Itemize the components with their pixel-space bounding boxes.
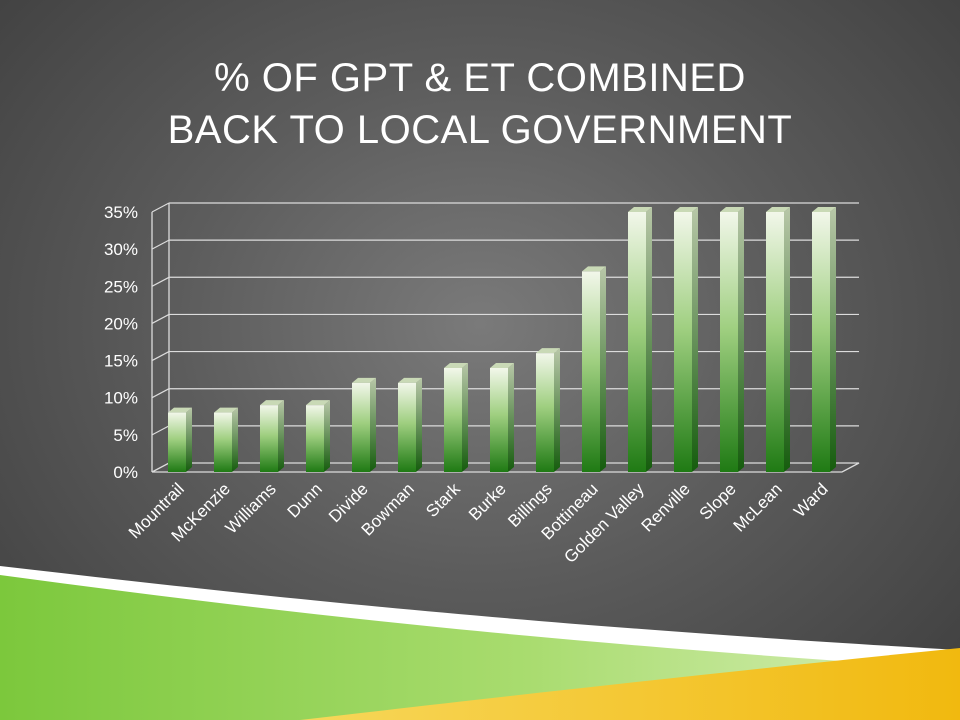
bar-top: [674, 207, 698, 212]
bar-top: [490, 363, 514, 368]
bar: [168, 407, 192, 472]
bar-front: [214, 412, 232, 472]
gridline-depth: [151, 202, 170, 213]
gridline-depth: [151, 313, 170, 324]
y-tick-label: 15%: [104, 352, 138, 371]
y-tick-label: 30%: [104, 240, 138, 259]
bar-side: [416, 377, 422, 472]
bar-side: [370, 377, 376, 472]
chart-floor: [151, 462, 860, 473]
bar-front: [352, 382, 370, 472]
bar-front: [306, 405, 324, 472]
bar-front: [720, 212, 738, 472]
bars-layer: [168, 207, 836, 472]
bar-top: [398, 377, 422, 383]
bar: [352, 377, 376, 472]
bar: [260, 400, 284, 472]
bar-front: [582, 271, 600, 472]
gridline-depth: [151, 351, 170, 362]
bar: [582, 266, 606, 472]
bar-front: [398, 382, 416, 472]
bar-front: [490, 368, 508, 472]
bar-side: [738, 207, 744, 472]
bar: [628, 207, 652, 472]
slide-title: % of GPT & ET Combined Back to Local Gov…: [0, 52, 960, 156]
bar-side: [232, 407, 238, 472]
bar-top: [306, 400, 330, 406]
bar-side: [508, 363, 514, 472]
bar-front: [536, 353, 554, 472]
bar-front: [168, 412, 186, 472]
bar: [766, 207, 790, 472]
bar-front: [766, 212, 784, 472]
y-tick-label: 0%: [113, 463, 138, 482]
y-tick-labels: 0% 5% 10% 15% 20% 25% 30% 35%: [104, 203, 138, 482]
bar-top: [720, 207, 744, 212]
bar: [444, 363, 468, 472]
y-tick-label: 20%: [104, 314, 138, 333]
bar-top: [352, 377, 376, 383]
bar-front: [260, 405, 278, 472]
bar-side: [462, 363, 468, 472]
gridline-depth: [151, 276, 170, 287]
bar-top: [582, 266, 606, 272]
bar-side: [554, 348, 560, 472]
y-tick-label: 10%: [104, 389, 138, 408]
bar: [490, 363, 514, 472]
bar: [398, 377, 422, 472]
y-tick-label: 25%: [104, 277, 138, 296]
bar: [720, 207, 744, 472]
bar-side: [784, 207, 790, 472]
bar: [214, 407, 238, 472]
bar-top: [214, 407, 238, 413]
bar-side: [186, 407, 192, 472]
bar-front: [444, 368, 462, 472]
title-line-2: Back to Local Government: [167, 108, 793, 152]
bar-top: [168, 407, 192, 413]
bar-side: [600, 266, 606, 472]
bar-top: [812, 207, 836, 212]
bar-top: [766, 207, 790, 212]
bar-side: [830, 207, 836, 472]
title-line-1: % of GPT & ET Combined: [214, 56, 746, 100]
bar-side: [324, 400, 330, 472]
bar-front: [674, 212, 692, 472]
y-tick-label: 35%: [104, 203, 138, 222]
bar-front: [628, 212, 646, 472]
bar: [306, 400, 330, 472]
gridline-depth: [151, 388, 170, 399]
gridline-depth: [151, 425, 170, 436]
bar-top: [536, 348, 560, 354]
bar-side: [692, 207, 698, 472]
bar: [674, 207, 698, 472]
bar-front: [812, 212, 830, 472]
bar-side: [646, 207, 652, 472]
bar: [536, 348, 560, 472]
bar-top: [444, 363, 468, 368]
gridline-depth: [151, 239, 170, 250]
bar-top: [628, 207, 652, 212]
y-tick-label: 5%: [113, 426, 138, 445]
bar-side: [278, 400, 284, 472]
bar: [812, 207, 836, 472]
bar-top: [260, 400, 284, 406]
